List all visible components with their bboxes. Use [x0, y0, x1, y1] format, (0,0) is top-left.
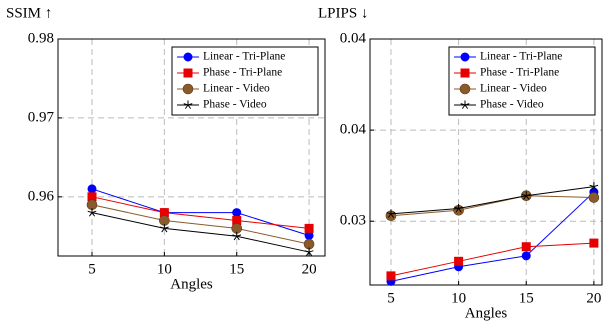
plot-frame [57, 38, 326, 257]
legend-label: Phase - Video [480, 99, 544, 111]
x-axis-label: Angles [465, 305, 508, 321]
series-line [91, 204, 310, 245]
marker [521, 242, 531, 252]
x-tick-label: 20 [302, 261, 317, 277]
legend: Linear - Tri-Plane Phase - Tri-Plane Linea… [448, 46, 596, 116]
y-tick-label: 0.04 [340, 122, 367, 138]
y-tick-label: 0.98 [28, 30, 54, 46]
y-tick-label: 0.96 [28, 188, 55, 204]
x-tick-label: 15 [229, 261, 244, 277]
y-tick-label: 0.04 [340, 30, 367, 46]
series-line [91, 196, 310, 229]
legend-label: Linear - Tri-Plane [480, 51, 562, 63]
legend-label: Linear - Video [203, 83, 270, 95]
plot-frame [369, 38, 603, 286]
legend-label: Phase - Tri-Plane [203, 67, 282, 79]
marker [232, 231, 242, 241]
marker [182, 83, 194, 95]
x-tick-label: 20 [586, 290, 601, 306]
marker [159, 223, 169, 233]
marker [183, 100, 193, 109]
x-tick-label: 10 [451, 290, 466, 306]
y-tick-label: 0.03 [340, 213, 366, 229]
marker [460, 68, 470, 78]
x-tick-label: 5 [88, 261, 96, 277]
marker [183, 68, 193, 78]
chart-title: SSIM ↑ [6, 5, 52, 21]
legend-label: Phase - Tri-Plane [480, 67, 559, 79]
legend-frame [171, 46, 319, 116]
marker [386, 209, 396, 218]
marker [589, 182, 599, 191]
marker [460, 52, 470, 62]
series-line [390, 186, 594, 215]
marker [183, 52, 193, 62]
marker [304, 247, 314, 256]
legend-label: Phase - Video [203, 99, 267, 111]
marker [232, 208, 242, 218]
legend-label: Linear - Video [480, 83, 547, 95]
x-tick-label: 15 [519, 290, 534, 306]
y-tick-label: 0.97 [28, 109, 55, 125]
marker [459, 83, 471, 95]
x-axis-label: Angles [170, 276, 213, 292]
marker [87, 208, 97, 217]
series-line [390, 191, 595, 282]
legend: Linear - Tri-Plane Phase - Tri-Plane Linea… [171, 46, 319, 116]
series-line [91, 212, 310, 253]
legend-label: Linear - Tri-Plane [203, 51, 285, 63]
marker [460, 100, 470, 109]
marker [454, 203, 464, 213]
legend-frame [448, 46, 596, 116]
marker [588, 192, 600, 203]
chart-title: LPIPS ↓ [318, 5, 368, 21]
marker [521, 191, 531, 200]
marker [304, 223, 314, 233]
marker [454, 256, 464, 266]
x-tick-label: 10 [157, 261, 172, 277]
x-tick-label: 5 [387, 290, 395, 306]
series-line [390, 242, 594, 277]
marker [386, 271, 396, 281]
series-line [390, 195, 594, 217]
marker [87, 184, 97, 194]
marker [521, 251, 531, 261]
marker [589, 238, 599, 248]
